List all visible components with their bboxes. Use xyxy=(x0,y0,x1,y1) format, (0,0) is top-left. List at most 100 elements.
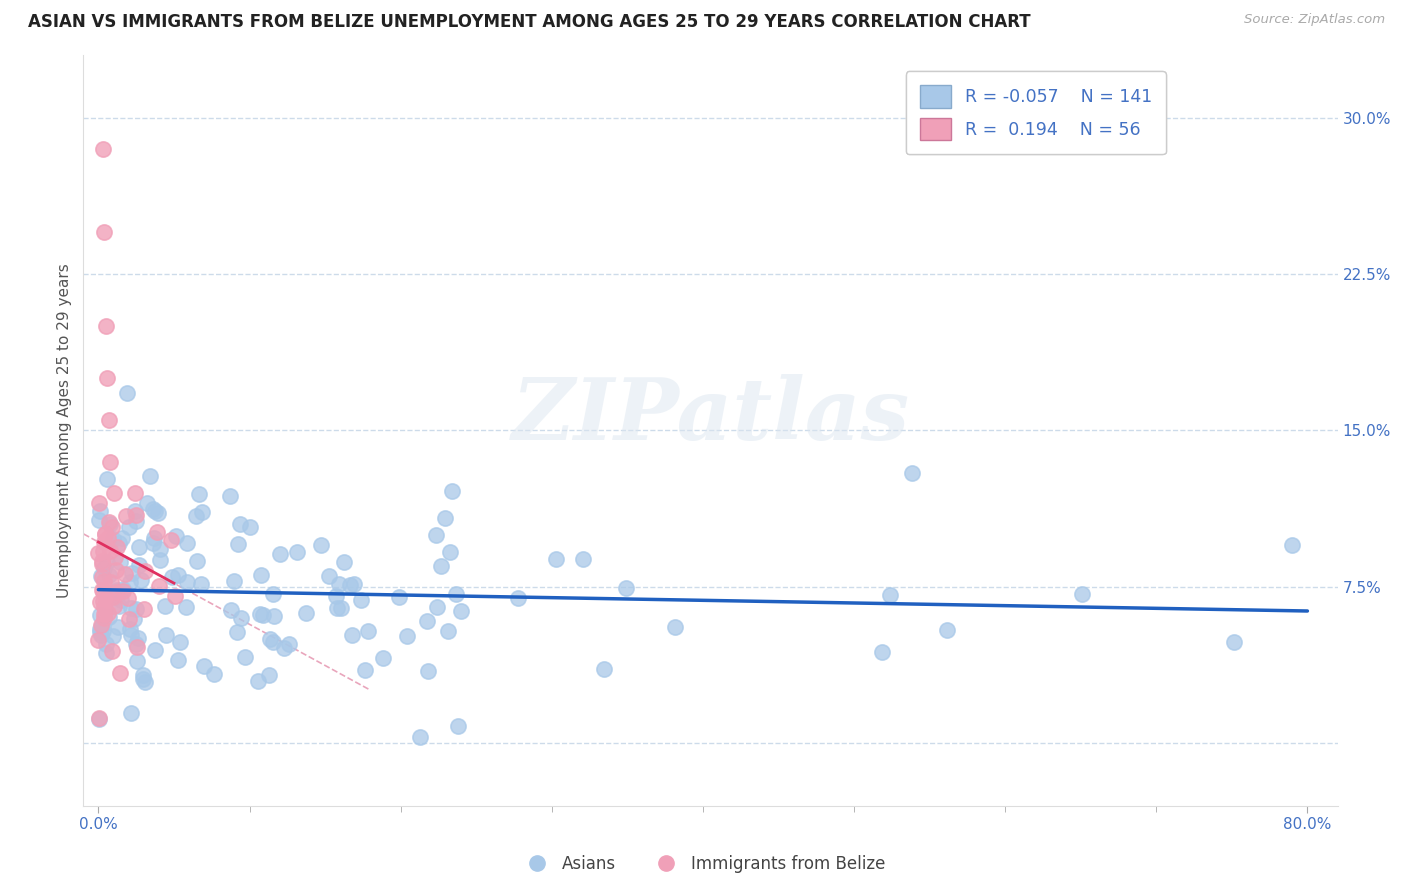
Point xyxy=(91,543,114,558)
Point xyxy=(350,592,373,607)
Point xyxy=(129,574,152,588)
Point xyxy=(219,490,242,504)
Point xyxy=(134,564,156,578)
Point xyxy=(936,623,959,637)
Point xyxy=(325,589,347,603)
Point xyxy=(115,386,138,401)
Point xyxy=(546,551,568,566)
Point xyxy=(96,371,118,385)
Point xyxy=(98,516,121,531)
Point xyxy=(426,600,449,615)
Point xyxy=(592,662,614,676)
Point xyxy=(229,611,252,625)
Point xyxy=(87,496,110,510)
Point xyxy=(186,508,208,523)
Point xyxy=(239,520,262,534)
Point xyxy=(165,529,187,543)
Point xyxy=(89,712,111,726)
Point xyxy=(134,675,156,690)
Point xyxy=(90,554,112,568)
Point xyxy=(357,624,380,639)
Point xyxy=(111,531,134,545)
Point xyxy=(190,577,212,591)
Point xyxy=(104,563,127,577)
Point xyxy=(439,545,461,559)
Point xyxy=(125,515,148,529)
Text: ASIAN VS IMMIGRANTS FROM BELIZE UNEMPLOYMENT AMONG AGES 25 TO 29 YEARS CORRELATI: ASIAN VS IMMIGRANTS FROM BELIZE UNEMPLOY… xyxy=(28,13,1031,31)
Point xyxy=(124,508,146,522)
Point xyxy=(93,560,115,574)
Legend: Asians, Immigrants from Belize: Asians, Immigrants from Belize xyxy=(513,848,893,880)
Point xyxy=(506,591,529,606)
Point xyxy=(614,581,637,595)
Point xyxy=(118,575,141,590)
Point xyxy=(339,578,361,592)
Point xyxy=(97,606,120,620)
Point xyxy=(1071,587,1094,601)
Point xyxy=(148,579,170,593)
Point xyxy=(430,558,453,573)
Point xyxy=(101,590,124,604)
Point xyxy=(120,601,142,615)
Point xyxy=(124,504,146,518)
Point xyxy=(425,528,447,542)
Point xyxy=(143,531,166,545)
Point xyxy=(97,610,120,624)
Point xyxy=(159,533,181,547)
Text: ZIPatlas: ZIPatlas xyxy=(512,374,910,457)
Point xyxy=(107,620,129,634)
Point xyxy=(100,644,122,658)
Point xyxy=(388,590,411,604)
Point xyxy=(94,527,117,541)
Point xyxy=(96,472,118,486)
Point xyxy=(105,583,128,598)
Point xyxy=(90,569,112,583)
Point xyxy=(108,555,131,569)
Point xyxy=(91,583,114,598)
Point xyxy=(409,730,432,744)
Point xyxy=(100,455,122,469)
Point xyxy=(395,629,418,643)
Point xyxy=(901,467,924,481)
Point xyxy=(120,628,142,642)
Point xyxy=(93,574,115,588)
Point xyxy=(262,635,284,649)
Point xyxy=(269,547,291,561)
Point xyxy=(89,595,111,609)
Point xyxy=(450,605,472,619)
Point xyxy=(295,607,318,621)
Point xyxy=(87,513,110,527)
Point xyxy=(90,618,112,632)
Point xyxy=(93,599,115,614)
Point xyxy=(125,637,148,651)
Point xyxy=(91,557,114,571)
Point xyxy=(125,602,148,616)
Point xyxy=(142,535,165,549)
Point xyxy=(87,711,110,725)
Point xyxy=(93,611,115,625)
Point xyxy=(112,582,135,596)
Point xyxy=(146,506,169,520)
Point xyxy=(120,706,142,720)
Point xyxy=(114,567,136,582)
Point xyxy=(1281,538,1303,552)
Point xyxy=(329,600,352,615)
Point xyxy=(187,486,209,500)
Point xyxy=(277,637,299,651)
Point xyxy=(118,622,141,636)
Point xyxy=(96,555,118,569)
Point xyxy=(262,587,284,601)
Point xyxy=(354,663,377,677)
Point xyxy=(318,569,340,583)
Point xyxy=(263,608,285,623)
Point xyxy=(91,583,114,598)
Point xyxy=(143,642,166,657)
Point xyxy=(174,599,197,614)
Point xyxy=(98,413,121,427)
Point xyxy=(415,614,437,628)
Point xyxy=(343,577,366,591)
Point xyxy=(125,654,148,668)
Point xyxy=(1223,635,1246,649)
Point xyxy=(110,665,132,680)
Point xyxy=(118,520,141,534)
